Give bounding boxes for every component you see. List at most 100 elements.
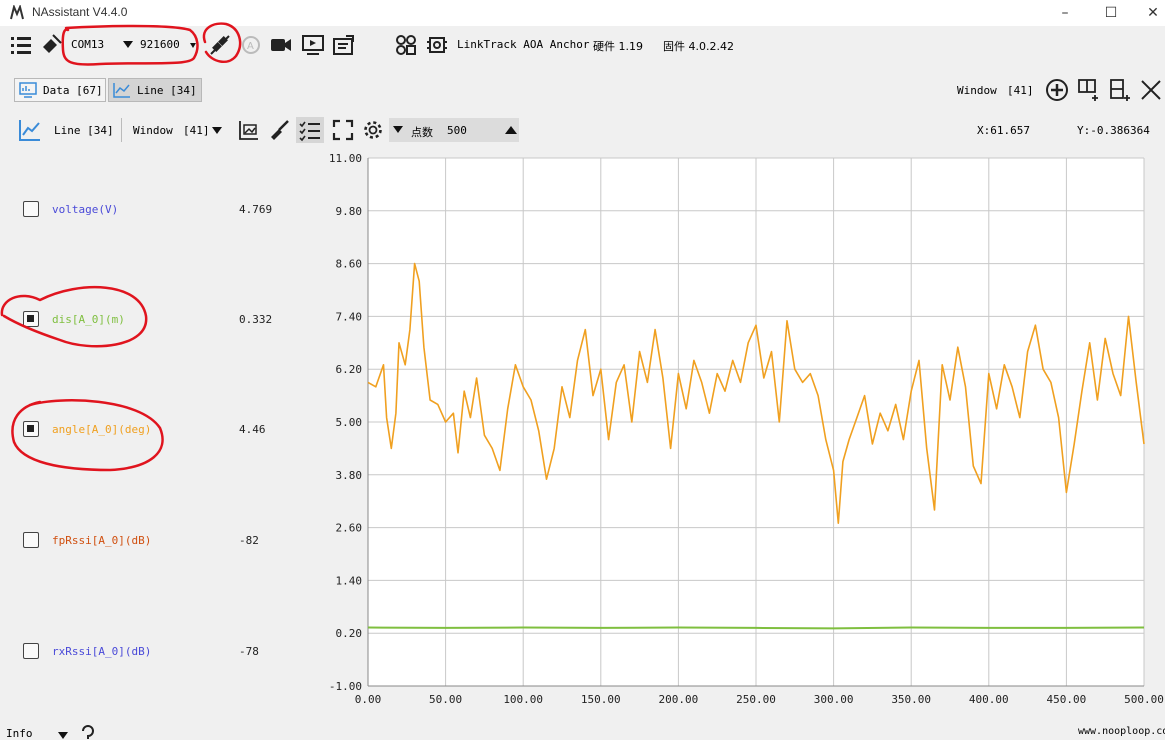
play-screen-icon[interactable]	[300, 32, 326, 58]
tab-line-label: Line [34]	[137, 83, 197, 97]
series-name: dis[A_0](m)	[52, 313, 125, 326]
y-tick-label: 9.80	[336, 205, 363, 218]
series-checkbox[interactable]	[23, 201, 39, 217]
series-checkbox[interactable]	[23, 311, 39, 327]
line-chart-icon	[113, 83, 130, 98]
connect-plug-icon[interactable]	[207, 32, 233, 58]
series-checkbox[interactable]	[23, 532, 39, 548]
x-tick-label: 250.00	[736, 693, 776, 706]
status-bar: Info www.nooploop.com	[0, 718, 1165, 740]
increment-arrow-icon[interactable]	[505, 126, 517, 134]
clear-brush-icon[interactable]	[268, 119, 290, 141]
monitor-icon	[19, 82, 37, 98]
y-tick-label: 0.20	[336, 627, 363, 640]
help-icon[interactable]	[80, 725, 96, 740]
x-tick-label: 50.00	[429, 693, 462, 706]
y-tick-label: 7.40	[336, 310, 363, 323]
points-value[interactable]: 500	[447, 124, 467, 137]
series-value: 4.46	[239, 423, 266, 436]
window-title: NAssistant V4.4.0	[32, 5, 128, 19]
line-toolbar: Line [34] Window [41] 点数 500 X:61.657 Y:…	[0, 116, 1165, 144]
points-spinbox[interactable]: 点数 500	[389, 118, 519, 142]
device-icon[interactable]	[38, 32, 64, 58]
series-checkbox[interactable]	[23, 643, 39, 659]
separator	[121, 118, 122, 142]
title-bar: NAssistant V4.4.0 – ☐ ✕	[0, 0, 1165, 26]
x-tick-label: 150.00	[581, 693, 621, 706]
device-name: LinkTrack AOA Anchor	[457, 38, 590, 51]
series-row-fprssi: fpRssi[A_0](dB) -82	[0, 529, 318, 553]
port-select[interactable]: COM13	[71, 38, 105, 51]
apps-icon[interactable]	[393, 32, 419, 58]
split-vertical-icon[interactable]	[1109, 78, 1133, 102]
series-name: fpRssi[A_0](dB)	[52, 534, 152, 547]
window-label: Window	[957, 84, 997, 97]
series-list-icon[interactable]	[296, 117, 324, 143]
y-tick-label: 6.20	[336, 363, 363, 376]
y-tick-label: 11.00	[329, 152, 362, 165]
series-value: -78	[239, 645, 259, 658]
tab-line[interactable]: Line [34]	[108, 78, 202, 102]
series-value: 0.332	[239, 313, 273, 326]
chevron-down-icon[interactable]	[123, 41, 133, 48]
y-readout: Y:-0.386364	[1077, 124, 1150, 137]
image-chart-icon[interactable]	[238, 119, 260, 141]
series-value: 4.769	[239, 203, 273, 216]
line-count-label: Line [34]	[54, 124, 114, 137]
x-tick-label: 0.00	[355, 693, 382, 706]
close-window-button[interactable]: ✕	[1147, 5, 1159, 21]
split-horizontal-icon[interactable]	[1077, 78, 1101, 102]
y-tick-label: 1.40	[336, 574, 363, 587]
series-name: rxRssi[A_0](dB)	[52, 645, 152, 658]
x-tick-label: 400.00	[969, 693, 1009, 706]
export-icon[interactable]	[331, 32, 357, 58]
baud-select[interactable]: 921600	[140, 38, 180, 51]
chevron-down-icon[interactable]	[190, 43, 196, 48]
chart-canvas[interactable]: 11.00 9.80 8.60 7.40 6.20 5.00 3.80 2.60 1.40 0.2…	[320, 150, 1165, 710]
auto-icon[interactable]: A	[238, 32, 264, 58]
line-chart-icon	[18, 118, 42, 142]
window-value[interactable]: [41]	[1007, 84, 1034, 97]
fullscreen-icon[interactable]	[332, 119, 354, 141]
tab-data[interactable]: Data [67]	[14, 78, 106, 102]
series-name: voltage(V)	[52, 203, 119, 216]
maximize-button[interactable]: ☐	[1104, 5, 1118, 21]
decrement-arrow-icon[interactable]	[393, 126, 403, 133]
hardware-version: 硬件 1.19	[593, 40, 643, 53]
chevron-down-icon[interactable]	[212, 127, 222, 134]
x-readout: X:61.657	[977, 124, 1030, 137]
app-logo-icon	[9, 3, 25, 21]
record-video-icon[interactable]	[268, 32, 294, 58]
line-chart[interactable]: 11.00 9.80 8.60 7.40 6.20 5.00 3.80 2.60 1.40 0.2…	[320, 150, 1165, 710]
menu-icon[interactable]	[8, 32, 34, 58]
tab-data-label: Data [67]	[43, 83, 103, 97]
series-row-voltage: voltage(V) 4.769	[0, 198, 318, 222]
points-label: 点数	[411, 126, 433, 139]
line-window-value[interactable]: [41]	[183, 124, 210, 137]
close-panel-icon[interactable]	[1139, 78, 1163, 102]
x-tick-label: 350.00	[891, 693, 931, 706]
y-tick-label: -1.00	[329, 680, 362, 693]
series-row-rxrssi: rxRssi[A_0](dB) -78	[0, 640, 318, 664]
log-level-select[interactable]: Info	[6, 727, 33, 740]
x-tick-label: 500.00	[1124, 693, 1164, 706]
y-tick-label: 2.60	[336, 522, 363, 535]
website-label: www.nooploop.com	[1078, 726, 1165, 737]
y-tick-label: 5.00	[336, 416, 363, 429]
settings-gear-icon[interactable]	[362, 119, 384, 141]
y-tick-label: 8.60	[336, 258, 363, 271]
series-list: voltage(V) 4.769 dis[A_0](m) 0.332 angle…	[0, 152, 318, 712]
series-checkbox[interactable]	[23, 421, 39, 437]
firmware-version: 固件 4.0.2.42	[663, 40, 734, 53]
series-row-dis: dis[A_0](m) 0.332	[0, 308, 318, 332]
minimize-button[interactable]: –	[1061, 5, 1069, 21]
chevron-down-icon[interactable]	[58, 732, 68, 739]
add-window-icon[interactable]	[1045, 78, 1069, 102]
x-tick-label: 450.00	[1047, 693, 1087, 706]
y-tick-label: 3.80	[336, 469, 363, 482]
series-name: angle[A_0](deg)	[52, 423, 152, 436]
main-toolbar: COM13 921600 A LinkTrack AOA Anchor 硬件 1…	[0, 26, 1165, 66]
chip-icon[interactable]	[424, 32, 450, 58]
svg-text:A: A	[247, 41, 254, 52]
line-window-label: Window	[133, 124, 173, 137]
